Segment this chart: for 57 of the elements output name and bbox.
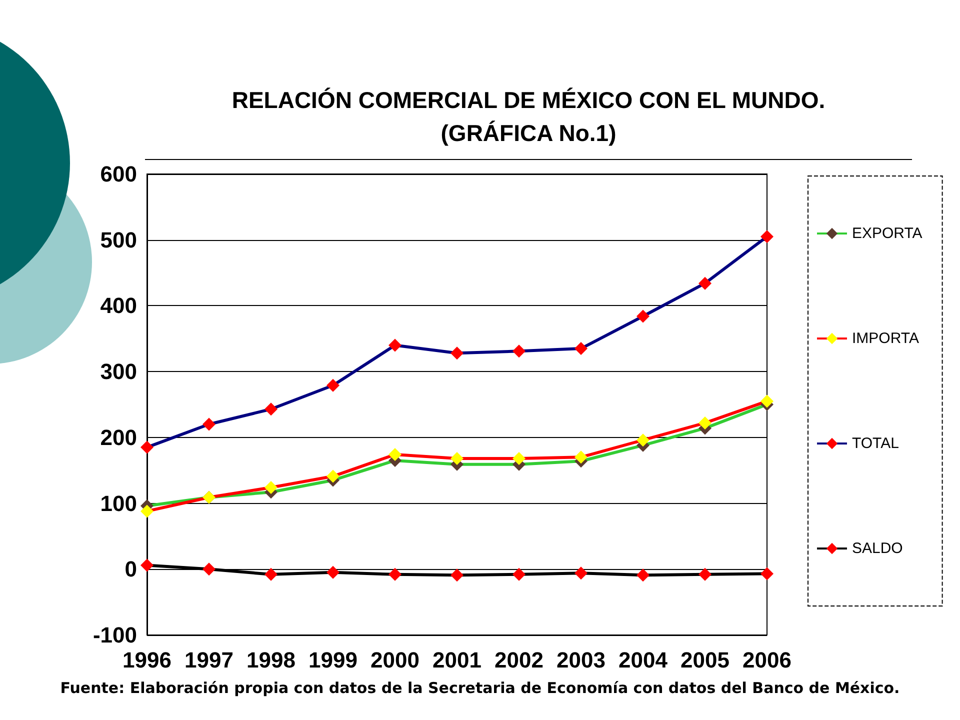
x-tick-label: 1997	[184, 648, 234, 672]
x-tick-label: 2005	[680, 648, 730, 672]
x-tick-label: 2003	[556, 648, 606, 672]
point	[264, 402, 278, 416]
point	[760, 230, 774, 244]
legend-label: TOTAL	[852, 435, 899, 452]
x-tick-label: 1999	[308, 648, 358, 672]
x-tick-label: 1996	[122, 648, 172, 672]
point	[636, 310, 650, 323]
x-tick-label: 1998	[246, 648, 296, 672]
y-tick-label: 400	[100, 293, 137, 318]
point	[388, 568, 402, 581]
point	[574, 566, 588, 580]
point	[140, 440, 154, 454]
point	[698, 568, 712, 581]
point	[202, 562, 216, 576]
point	[698, 416, 712, 430]
y-tick-label: 0	[124, 556, 137, 582]
y-tick-label: 100	[100, 490, 137, 516]
legend-label: IMPORTA	[852, 330, 919, 347]
point	[264, 480, 278, 494]
point	[326, 566, 340, 579]
point	[450, 346, 464, 360]
point	[450, 568, 464, 582]
point	[326, 378, 340, 392]
y-tick-label: 300	[100, 359, 137, 384]
point	[636, 568, 650, 582]
y-tick-label: 600	[100, 162, 137, 186]
x-tick-label: 2000	[370, 648, 420, 672]
legend-label: SALDO	[852, 540, 903, 557]
point	[140, 558, 154, 572]
source-note: Fuente: Elaboración propia con datos de la Secretaria de Economía con datos del Banco de México.	[59, 679, 901, 697]
point	[388, 448, 402, 462]
point	[388, 338, 402, 352]
point	[450, 452, 464, 466]
point	[512, 344, 526, 358]
point	[264, 568, 278, 581]
x-tick-label: 2004	[618, 648, 668, 672]
y-tick-label: -100	[92, 622, 137, 648]
point	[202, 418, 216, 431]
x-tick-label: 2006	[742, 648, 792, 672]
point	[760, 567, 774, 580]
point	[512, 568, 526, 581]
point	[512, 452, 526, 466]
point	[140, 504, 154, 518]
y-tick-label: 500	[100, 227, 137, 252]
x-tick-label: 2002	[494, 648, 544, 672]
point	[326, 470, 340, 483]
point	[760, 394, 774, 408]
chart-title: RELACIÓN COMERCIAL DE MÉXICO CON EL MUNDO. (GRÁFICA No.1)	[230, 86, 826, 148]
legend-label: EXPORTA	[852, 225, 922, 242]
y-tick-label: 200	[100, 424, 137, 450]
point	[574, 342, 588, 356]
point	[698, 276, 712, 290]
point	[574, 450, 588, 464]
point	[636, 434, 650, 447]
x-tick-label: 2001	[432, 648, 482, 672]
